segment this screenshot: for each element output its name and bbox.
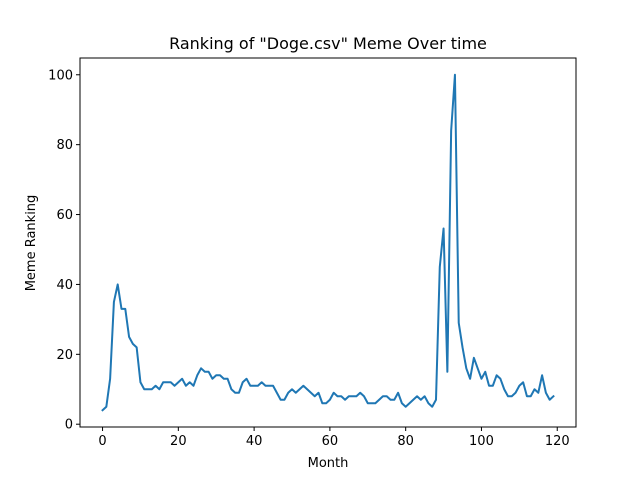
axes-frame <box>79 57 577 428</box>
plot-area: 0 20 40 60 80 100 120 0 20 40 60 80 100 <box>48 57 577 449</box>
y-tick-label: 80 <box>56 138 73 153</box>
x-tick-label: 100 <box>469 434 494 449</box>
x-tick-label: 20 <box>170 434 187 449</box>
y-tick-label: 100 <box>48 68 73 83</box>
x-tick-label: 40 <box>246 434 263 449</box>
x-tick-label: 0 <box>98 434 106 449</box>
y-tick-label: 60 <box>56 208 73 223</box>
chart-title: Ranking of "Doge.csv" Meme Over time <box>169 34 487 53</box>
y-tick-label: 40 <box>56 278 73 293</box>
x-tick-label: 80 <box>397 434 414 449</box>
x-tick-label: 60 <box>322 434 339 449</box>
y-tick-label: 0 <box>65 418 73 433</box>
x-tick-label: 120 <box>545 434 570 449</box>
y-axis-label: Meme Ranking <box>24 195 39 292</box>
y-tick-label: 20 <box>56 348 73 363</box>
x-axis-label: Month <box>308 456 349 471</box>
series-line <box>101 73 555 412</box>
